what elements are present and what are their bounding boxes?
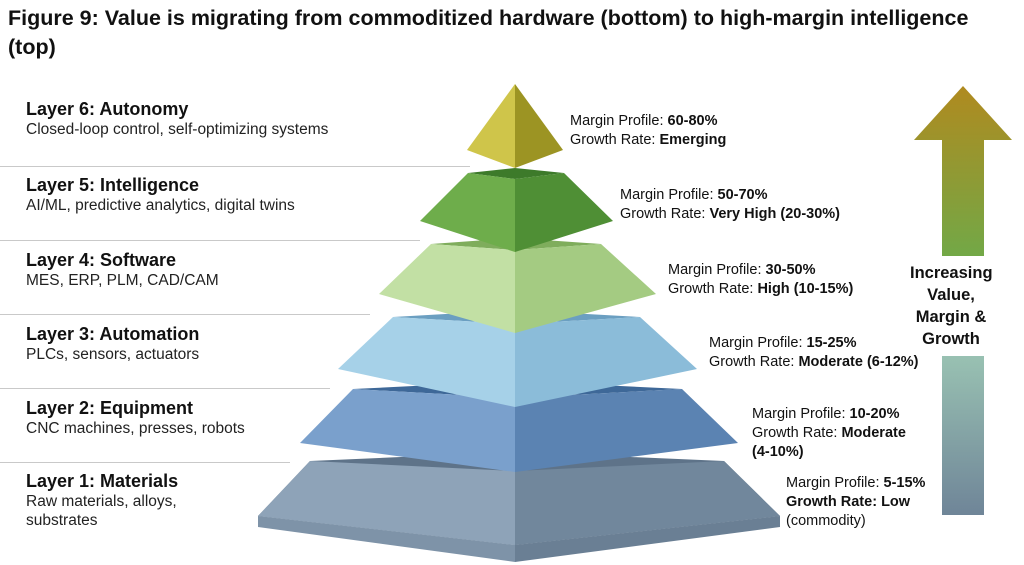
growth-range: (4-10%) — [752, 444, 804, 460]
layer-description: MES, ERP, PLM, CAD/CAM — [26, 272, 219, 289]
growth-note: (commodity) — [786, 513, 866, 529]
growth-value: Low — [881, 494, 911, 510]
layer-name: Layer 4: Software — [26, 250, 177, 270]
layer-2-label: Layer 2: Equipment CNC machines, presses… — [26, 397, 356, 438]
pyramid-tier-layer-1 — [258, 452, 780, 562]
margin-value: 60-80% — [667, 113, 718, 129]
layer-1-metrics: Margin Profile: 5-15% Growth Rate: Low (… — [786, 475, 926, 529]
layer-name: Layer 1: Materials — [26, 471, 179, 491]
growth-value: Emerging — [659, 132, 727, 148]
increasing-value-arrow — [914, 86, 1012, 515]
layer-description: AI/ML, predictive analytics, digital twi… — [26, 197, 295, 214]
layer-divider — [0, 388, 330, 389]
layer-6-metrics: Margin Profile: 60-80% Growth Rate: Emer… — [570, 113, 727, 148]
margin-value: 15-25% — [806, 335, 857, 351]
layer-2-metrics: Margin Profile: 10-20% Growth Rate: Mode… — [752, 406, 906, 460]
layer-description: Closed-loop control, self-optimizing sys… — [26, 121, 329, 138]
layer-6-label: Layer 6: Autonomy Closed-loop control, s… — [26, 98, 356, 139]
pyramid-tier-layer-5 — [420, 168, 613, 252]
growth-value: Very High (20-30%) — [709, 206, 841, 222]
layer-divider — [0, 240, 420, 241]
layer-divider — [0, 314, 370, 315]
layer-divider — [0, 462, 290, 463]
layer-name: Layer 6: Autonomy — [26, 99, 189, 119]
layer-description: substrates — [26, 512, 98, 529]
layer-1-label: Layer 1: Materials Raw materials, alloys… — [26, 470, 356, 530]
layer-name: Layer 5: Intelligence — [26, 175, 200, 195]
growth-value: Moderate (6-12%) — [798, 354, 919, 370]
layer-divider — [0, 166, 470, 167]
growth-value: Moderate — [841, 425, 906, 441]
pyramid-tier-layer-6 — [467, 84, 563, 168]
margin-value: 5-15% — [883, 475, 926, 491]
layer-name: Layer 2: Equipment — [26, 398, 194, 418]
layer-name: Layer 3: Automation — [26, 324, 200, 344]
margin-value: 50-70% — [717, 187, 768, 203]
layer-3-metrics: Margin Profile: 15-25% Growth Rate: Mode… — [709, 335, 919, 370]
figure-title: Figure 9: Value is migrating from commod… — [8, 6, 969, 59]
layer-description: CNC machines, presses, robots — [26, 420, 245, 437]
layer-5-label: Layer 5: Intelligence AI/ML, predictive … — [26, 174, 356, 215]
margin-value: 30-50% — [765, 262, 816, 278]
layer-3-label: Layer 3: Automation PLCs, sensors, actua… — [26, 323, 356, 364]
layer-5-metrics: Margin Profile: 50-70% Growth Rate: Very… — [620, 187, 841, 222]
arrow-caption: Increasing Value, Margin & Growth — [910, 264, 993, 348]
growth-value: High (10-15%) — [757, 281, 854, 297]
layer-description: Raw materials, alloys, — [26, 493, 177, 510]
layer-description: PLCs, sensors, actuators — [26, 346, 200, 363]
layer-4-label: Layer 4: Software MES, ERP, PLM, CAD/CAM — [26, 249, 356, 290]
margin-value: 10-20% — [849, 406, 900, 422]
layer-4-metrics: Margin Profile: 30-50% Growth Rate: High… — [668, 262, 854, 297]
